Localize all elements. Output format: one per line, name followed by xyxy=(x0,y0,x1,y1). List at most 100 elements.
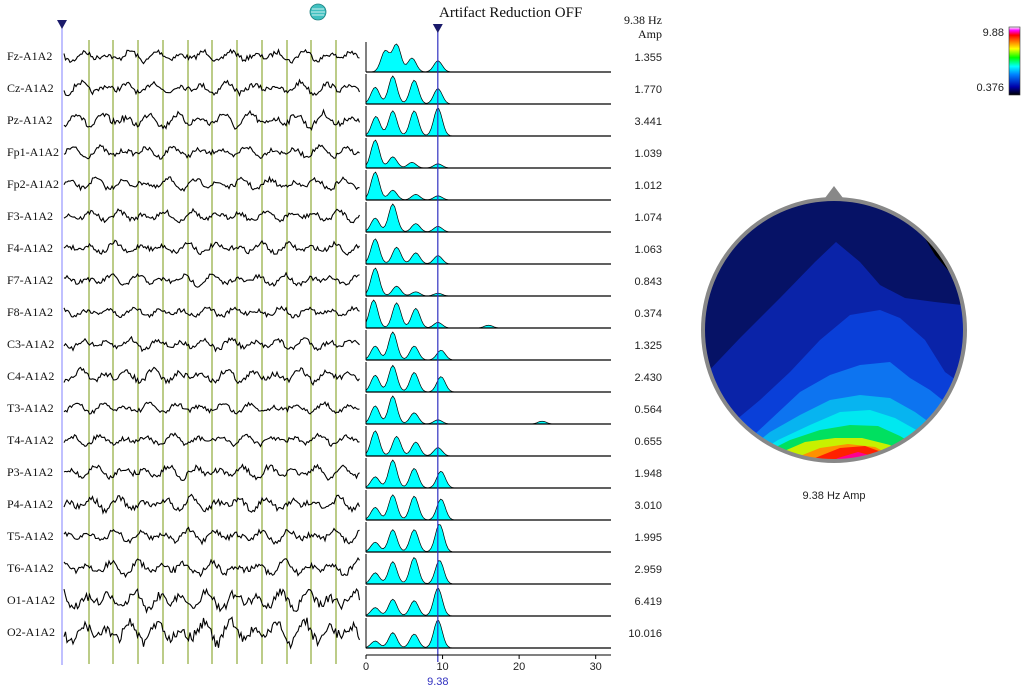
channel-label: O1-A1A2 xyxy=(7,593,55,607)
channel-label: F8-A1A2 xyxy=(7,305,53,319)
amp-value: 0.655 xyxy=(634,436,662,448)
amp-value: 1.063 xyxy=(634,244,662,256)
spectrum-Cz-A1A2 xyxy=(365,75,611,105)
amp-value: 1.039 xyxy=(634,148,662,160)
cursor-freq-label: 9.38 xyxy=(427,676,448,688)
eeg-trace-Fz-A1A2 xyxy=(63,48,360,65)
amp-value: 1.012 xyxy=(634,180,662,192)
eeg-trace-P3-A1A2 xyxy=(63,463,360,481)
head-view-icon[interactable] xyxy=(309,3,327,21)
spectrum-C4-A1A2 xyxy=(365,364,611,393)
spectrum-O1-A1A2 xyxy=(365,588,611,617)
spectrum-Fz-A1A2 xyxy=(366,43,611,73)
topomap-label: 9.38 Hz Amp xyxy=(803,490,866,502)
amp-value: 0.843 xyxy=(634,276,662,288)
eeg-trace-Fp1-A1A2 xyxy=(63,143,360,160)
eeg-trace-P4-A1A2 xyxy=(63,493,361,515)
x-tick-label: 0 xyxy=(363,661,369,673)
spectrum-Pz-A1A2 xyxy=(365,108,611,137)
amp-value: 1.074 xyxy=(634,212,662,224)
freq-cursor-marker[interactable] xyxy=(432,24,443,33)
spectrum-Fp1-A1A2 xyxy=(365,139,611,169)
spectrum-F3-A1A2 xyxy=(365,203,611,233)
amp-value: 3.010 xyxy=(634,500,662,512)
spectrum-O2-A1A2 xyxy=(365,620,611,649)
eeg-trace-Fp2-A1A2 xyxy=(63,175,360,193)
amp-value: 1.355 xyxy=(634,52,662,64)
channel-label: F3-A1A2 xyxy=(7,209,53,223)
eeg-trace-Pz-A1A2 xyxy=(63,108,361,131)
scale-min-label: 0.376 xyxy=(976,82,1004,94)
channel-label: T3-A1A2 xyxy=(7,401,54,415)
channel-label: Cz-A1A2 xyxy=(7,81,54,95)
channel-label: F7-A1A2 xyxy=(7,273,53,287)
amp-value: 1.948 xyxy=(634,468,662,480)
spectrum-F8-A1A2 xyxy=(365,299,611,329)
amp-value: 1.770 xyxy=(634,84,662,96)
channel-label: Fp2-A1A2 xyxy=(7,177,59,191)
channel-label: O2-A1A2 xyxy=(7,625,55,639)
channel-label: T5-A1A2 xyxy=(7,529,54,543)
eeg-trace-F4-A1A2 xyxy=(63,239,360,256)
channel-label: F4-A1A2 xyxy=(7,241,53,255)
channel-label: C4-A1A2 xyxy=(7,369,54,383)
amp-value: 10.016 xyxy=(628,628,662,640)
spectrum-T3-A1A2 xyxy=(365,395,611,425)
eeg-trace-T6-A1A2 xyxy=(63,557,360,579)
spectrum-T6-A1A2 xyxy=(365,556,611,585)
artifact-status: Artifact Reduction OFF xyxy=(439,5,582,21)
channel-label: T6-A1A2 xyxy=(7,561,54,575)
color-scale: 9.88 0.376 xyxy=(976,26,1021,96)
amp-value: 1.995 xyxy=(634,532,662,544)
amp-value: 1.325 xyxy=(634,340,662,352)
spectrum-T4-A1A2 xyxy=(365,430,611,457)
eeg-trace-T4-A1A2 xyxy=(63,432,360,448)
amp-value: 3.441 xyxy=(634,116,662,128)
channel-label: Fz-A1A2 xyxy=(7,49,52,63)
eeg-trace-F8-A1A2 xyxy=(63,305,360,319)
eeg-trace-C4-A1A2 xyxy=(63,366,360,387)
channel-label: P3-A1A2 xyxy=(7,465,53,479)
eeg-trace-O2-A1A2 xyxy=(63,616,361,650)
time-cursor-marker[interactable] xyxy=(57,20,67,29)
amp-header: Amp xyxy=(638,27,662,41)
eeg-trace-O1-A1A2 xyxy=(63,587,361,614)
spectrum-F7-A1A2 xyxy=(365,267,611,297)
x-tick-label: 20 xyxy=(513,661,525,673)
color-scale-bar xyxy=(1008,26,1021,96)
spectrum-P3-A1A2 xyxy=(365,459,611,489)
channel-label: T4-A1A2 xyxy=(7,433,54,447)
topographic-map[interactable] xyxy=(700,186,972,470)
amp-value: 0.564 xyxy=(634,404,662,416)
eeg-trace-T3-A1A2 xyxy=(63,400,360,415)
eeg-trace-F7-A1A2 xyxy=(63,271,360,288)
spectrum-C3-A1A2 xyxy=(365,331,611,361)
amp-value: 0.374 xyxy=(634,308,662,320)
eeg-trace-F3-A1A2 xyxy=(63,207,360,224)
spectrum-T5-A1A2 xyxy=(365,524,611,553)
x-tick-label: 30 xyxy=(590,661,602,673)
eeg-trace-T5-A1A2 xyxy=(63,526,360,546)
amp-value: 6.419 xyxy=(634,596,662,608)
eeg-traces xyxy=(63,48,361,650)
x-tick-label: 10 xyxy=(436,661,448,673)
epoch-marker-lines xyxy=(88,40,337,664)
spectrum-x-axis: 0 10 20 30 9.38 xyxy=(363,654,611,688)
channel-label: Fp1-A1A2 xyxy=(7,145,59,159)
amplitude-values: 1.355 1.770 3.441 1.039 1.012 1.074 1.063 0.843… xyxy=(628,52,662,640)
channel-label: C3-A1A2 xyxy=(7,337,54,351)
channel-labels: Fz-A1A2 Cz-A1A2 Pz-A1A2 Fp1-A1A2 Fp2-A1A2 F3-… xyxy=(7,49,59,639)
spectrum-P4-A1A2 xyxy=(365,494,611,521)
amp-value: 2.430 xyxy=(634,372,662,384)
eeg-trace-Cz-A1A2 xyxy=(63,78,361,97)
head-outline xyxy=(701,197,967,463)
eeg-trace-C3-A1A2 xyxy=(63,335,360,353)
freq-header: 9.38 Hz xyxy=(624,13,662,27)
spectrum-Fp2-A1A2 xyxy=(365,171,611,201)
channel-label: P4-A1A2 xyxy=(7,497,53,511)
channel-label: Pz-A1A2 xyxy=(7,113,52,127)
eeg-waveform-panel: Fz-A1A2 Cz-A1A2 Pz-A1A2 Fp1-A1A2 Fp2-A1A2 F3-… xyxy=(7,20,361,665)
spectrum-panel xyxy=(365,24,611,662)
scale-max-label: 9.88 xyxy=(983,27,1004,39)
